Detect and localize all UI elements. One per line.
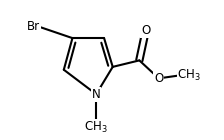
Text: N: N [92, 88, 101, 101]
Text: O: O [154, 72, 163, 85]
Text: O: O [141, 24, 151, 37]
Text: CH$_3$: CH$_3$ [177, 68, 201, 83]
Text: CH$_3$: CH$_3$ [84, 120, 108, 135]
Text: Br: Br [27, 20, 40, 33]
